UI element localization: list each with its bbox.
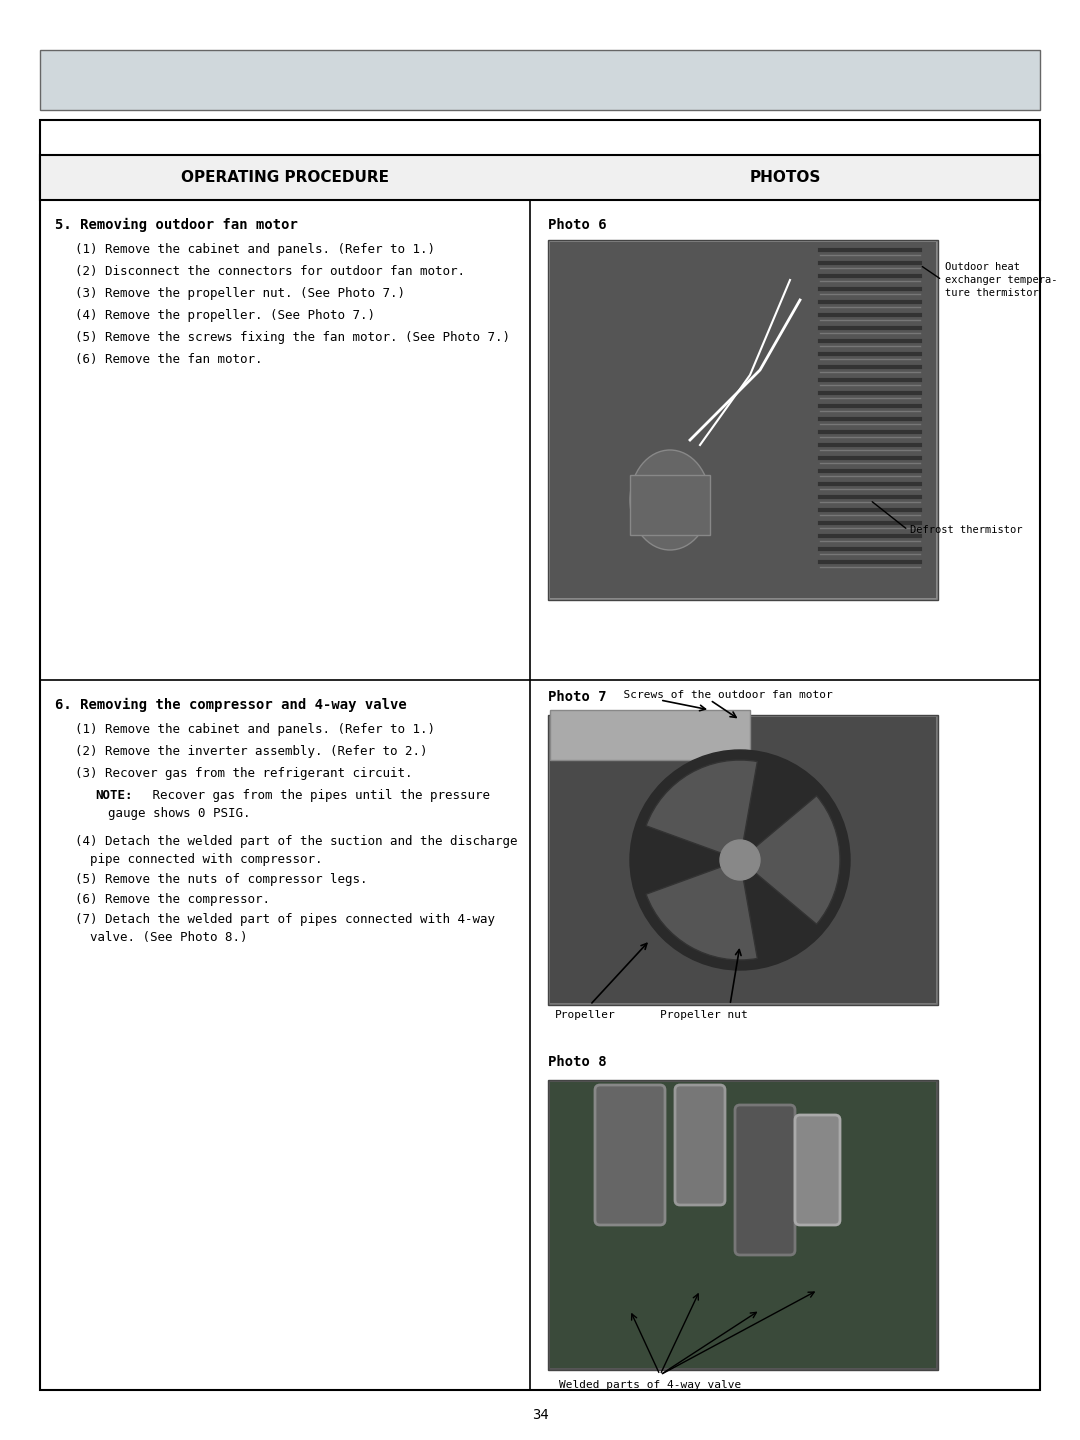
Text: (1) Remove the cabinet and panels. (Refer to 1.): (1) Remove the cabinet and panels. (Refe… (75, 243, 435, 256)
Text: (3) Recover gas from the refrigerant circuit.: (3) Recover gas from the refrigerant cir… (75, 768, 413, 780)
Bar (548, 1080, 939, 1369)
Text: (1) Remove the cabinet and panels. (Refer to 1.): (1) Remove the cabinet and panels. (Refe… (75, 723, 435, 736)
Text: Recover gas from the pipes until the pressure: Recover gas from the pipes until the pre… (145, 789, 490, 802)
Text: PHOTOS: PHOTOS (750, 170, 821, 186)
Text: Welded parts of 4-way valve: Welded parts of 4-way valve (558, 1380, 741, 1390)
Text: Defrost thermistor: Defrost thermistor (910, 526, 1023, 536)
Bar (550, 242, 936, 598)
Text: (2) Remove the inverter assembly. (Refer to 2.): (2) Remove the inverter assembly. (Refer… (75, 744, 428, 757)
Text: (3) Remove the propeller nut. (See Photo 7.): (3) Remove the propeller nut. (See Photo… (75, 287, 405, 300)
Text: Propeller: Propeller (555, 1009, 616, 1020)
Text: (5) Remove the screws fixing the fan motor. (See Photo 7.): (5) Remove the screws fixing the fan mot… (75, 331, 510, 344)
Text: gauge shows 0 PSIG.: gauge shows 0 PSIG. (108, 806, 251, 819)
Text: (4) Detach the welded part of the suction and the discharge: (4) Detach the welded part of the suctio… (75, 835, 517, 848)
FancyBboxPatch shape (595, 1084, 665, 1225)
Text: (4) Remove the propeller. (See Photo 7.): (4) Remove the propeller. (See Photo 7.) (75, 310, 375, 323)
Text: (2) Disconnect the connectors for outdoor fan motor.: (2) Disconnect the connectors for outdoo… (75, 265, 465, 278)
Bar (40, 156, 1040, 200)
FancyBboxPatch shape (675, 1084, 725, 1205)
Text: Screws of the outdoor fan motor: Screws of the outdoor fan motor (610, 690, 833, 700)
Bar (550, 710, 750, 760)
Bar (550, 717, 936, 1004)
Text: pipe connected with compressor.: pipe connected with compressor. (90, 852, 323, 865)
Bar (40, 120, 1040, 1390)
Circle shape (720, 840, 760, 880)
Text: (6) Remove the compressor.: (6) Remove the compressor. (75, 893, 270, 906)
Text: Photo 7: Photo 7 (548, 690, 607, 704)
FancyBboxPatch shape (795, 1115, 840, 1225)
Wedge shape (646, 860, 757, 960)
Text: (7) Detach the welded part of pipes connected with 4-way: (7) Detach the welded part of pipes conn… (75, 913, 495, 926)
Bar (630, 475, 710, 536)
Bar (40, 50, 1040, 109)
Text: OPERATING PROCEDURE: OPERATING PROCEDURE (181, 170, 389, 186)
Text: (5) Remove the nuts of compressor legs.: (5) Remove the nuts of compressor legs. (75, 873, 367, 886)
Bar (548, 716, 939, 1005)
Text: (6) Remove the fan motor.: (6) Remove the fan motor. (75, 353, 262, 366)
Ellipse shape (630, 449, 710, 550)
Text: NOTE:: NOTE: (95, 789, 133, 802)
Bar (548, 240, 939, 600)
Text: valve. (See Photo 8.): valve. (See Photo 8.) (90, 932, 247, 945)
Bar (550, 1081, 936, 1368)
Text: 6. Removing the compressor and 4-way valve: 6. Removing the compressor and 4-way val… (55, 698, 407, 713)
Text: Propeller nut: Propeller nut (660, 1009, 747, 1020)
Text: Photo 6: Photo 6 (548, 217, 607, 232)
Text: Photo 8: Photo 8 (548, 1056, 607, 1068)
Wedge shape (646, 760, 757, 860)
Text: 5. Removing outdoor fan motor: 5. Removing outdoor fan motor (55, 217, 298, 232)
Wedge shape (740, 796, 840, 924)
Text: Outdoor heat
exchanger tempera-
ture thermistor: Outdoor heat exchanger tempera- ture the… (945, 262, 1057, 298)
Circle shape (630, 750, 850, 971)
FancyBboxPatch shape (735, 1104, 795, 1256)
Text: 34: 34 (531, 1408, 549, 1423)
